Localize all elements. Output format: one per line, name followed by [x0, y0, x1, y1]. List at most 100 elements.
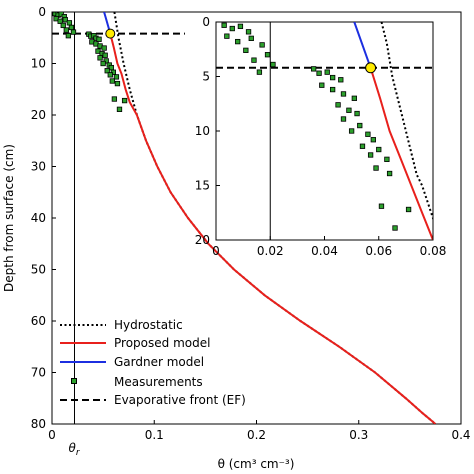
inset-y-tick-label: 10	[195, 124, 210, 138]
inset-measurement-point	[405, 206, 412, 213]
main-measurement-point	[114, 80, 121, 87]
main-measurement-point	[101, 45, 107, 51]
inset-measurement-point	[329, 74, 336, 81]
main-measurement-point	[65, 33, 72, 39]
inset-measurement-point	[221, 22, 227, 28]
main-proposed-line	[109, 33, 437, 424]
main-measurement-point	[116, 106, 123, 112]
main-measurement-point	[63, 27, 69, 33]
inset-measurement-point	[248, 35, 254, 41]
inset-measurement-point	[259, 42, 265, 48]
inset-measurement-point	[338, 77, 344, 83]
inset-measurement-point	[270, 61, 276, 68]
inset-measurement-point	[373, 165, 379, 171]
inset-measurement-point	[384, 156, 390, 162]
main-x-tick-label: 0.3	[349, 428, 368, 442]
legend-hydrostatic-label: Hydrostatic	[114, 318, 183, 332]
main-x-tick-label: 0.2	[247, 428, 266, 442]
main-y-tick-label: 50	[31, 263, 46, 277]
inset-measurement-point	[392, 225, 398, 231]
main-measurement-point	[102, 52, 108, 58]
inset-y-tick-label: 0	[202, 15, 210, 29]
inset-measurement-point	[340, 91, 347, 97]
main-y-tick-label: 0	[38, 5, 46, 19]
legend-measurements-label: Measurements	[114, 375, 203, 389]
main-measurement-point	[70, 29, 77, 35]
inset-measurement-point	[329, 86, 336, 93]
main-measurement-point	[66, 20, 73, 26]
inset-plot-area	[215, 21, 434, 241]
inset-measurement-point	[370, 137, 376, 143]
inset-measurement-point	[378, 203, 385, 209]
inset-measurement-point	[229, 25, 235, 32]
main-measurement-point	[62, 17, 68, 23]
main-measurement-point	[104, 68, 110, 74]
inset-proposed-line	[369, 67, 433, 240]
inset-x-tick-label: 0.08	[420, 244, 447, 258]
legend: Hydrostatic Proposed model Gardner model…	[60, 318, 246, 407]
inset-measurement-point	[376, 146, 382, 153]
inset-x-tick-label: 0.06	[365, 244, 392, 258]
inset-measurement-point	[319, 82, 325, 88]
main-measurement-point	[111, 96, 118, 102]
inset-measurement-point	[351, 95, 357, 101]
legend-ef-label: Evaporative front (EF)	[114, 393, 246, 407]
inset-gardner-line	[353, 22, 372, 69]
inset-measurement-point	[256, 69, 263, 75]
inset-measurement-point	[243, 47, 249, 53]
main-y-tick-label: 30	[31, 160, 46, 174]
inset-measurement-point	[316, 70, 322, 76]
inset-y-tick-label: 15	[195, 179, 210, 193]
main-y-tick-label: 70	[31, 366, 46, 380]
main-measurement-point	[68, 24, 75, 31]
inset-measurement-point	[340, 116, 347, 122]
main-y-tick-label: 80	[31, 417, 46, 431]
inset-measurement-point	[386, 170, 393, 177]
main-measurement-point	[100, 60, 106, 67]
main-measurement-point	[109, 78, 115, 84]
legend-gardner-label: Gardner model	[114, 355, 204, 369]
inset-measurement-point	[365, 131, 371, 137]
inset-measurement-point	[224, 33, 230, 39]
inset-measurement-point	[359, 143, 366, 149]
legend-proposed-label: Proposed model	[114, 336, 210, 350]
inset-measurement-point	[237, 23, 244, 30]
inset-measurement-point	[264, 52, 271, 58]
inset-y-tick-label: 20	[195, 233, 210, 247]
main-x-tick-label: 0	[48, 428, 56, 442]
main-measurement-point	[60, 22, 66, 29]
inset-measurement-point	[348, 128, 355, 134]
theta-r-label: θr	[68, 441, 80, 458]
y-axis-label: Depth from surface (cm)	[2, 144, 16, 292]
main-measurement-point	[121, 97, 128, 104]
main-y-tick-label: 60	[31, 314, 46, 328]
inset-measurement-point	[324, 69, 330, 75]
inset-measurement-point	[310, 66, 317, 72]
inset-y-tick-label: 5	[202, 70, 210, 84]
legend-measurements-swatch	[71, 378, 77, 384]
x-axis-label: θ (cm³ cm⁻³)	[218, 457, 295, 471]
main-y-tick-label: 10	[31, 57, 46, 71]
main-y-tick-label: 40	[31, 211, 46, 225]
main-measurement-point	[97, 55, 103, 61]
inset-measurement-point	[235, 38, 241, 45]
inset-measurement-point	[357, 122, 363, 129]
main-x-tick-label: 0.4	[451, 428, 470, 442]
main-x-tick-label: 0.1	[145, 428, 164, 442]
inset-hydrostatic-line	[380, 22, 433, 222]
inset-ef-point	[365, 62, 377, 74]
inset-x-tick-label: 0.02	[257, 244, 284, 258]
inset-measurement-point	[335, 102, 341, 108]
inset-measurement-point	[354, 110, 360, 117]
main-ef-point	[105, 28, 116, 39]
inset-measurement-point	[367, 152, 374, 158]
inset-measurement-point	[346, 107, 352, 113]
main-measurement-point	[57, 18, 63, 24]
main-y-tick-label: 20	[31, 108, 46, 122]
inset-measurement-point	[251, 57, 257, 63]
inset-x-tick-label: 0	[212, 244, 220, 258]
main-measurement-point	[113, 74, 120, 80]
main-measurement-point	[96, 36, 102, 42]
inset-measurement-point	[245, 29, 252, 35]
